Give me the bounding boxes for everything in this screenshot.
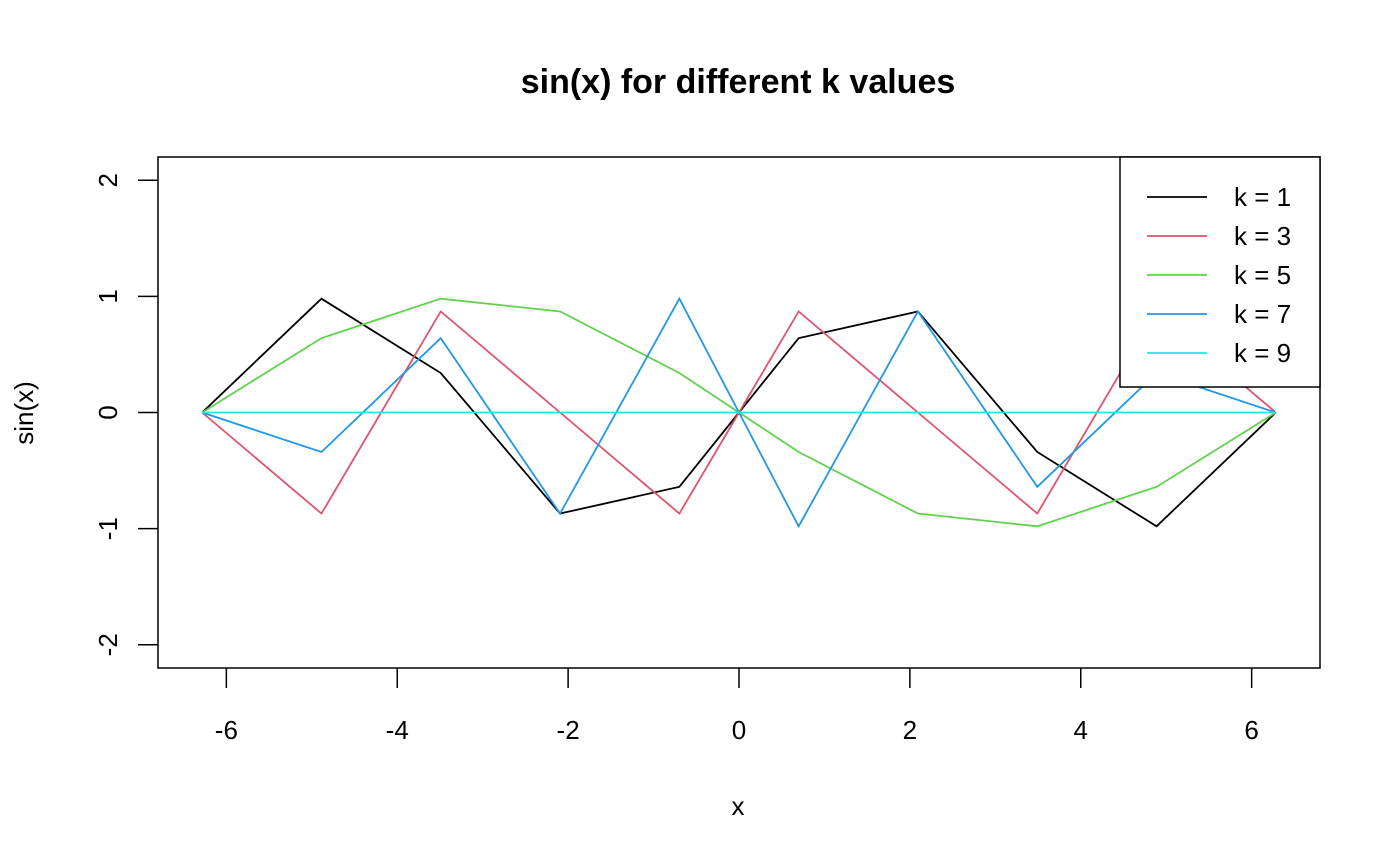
legend: k = 1 k = 3 k = 5 k = 7 k = 9 [1119, 156, 1321, 388]
x-tick-label: 0 [732, 715, 746, 745]
y-tick-label: 1 [93, 289, 123, 303]
legend-box [1119, 156, 1321, 388]
legend-label-k-5: k = 5 [1234, 260, 1291, 290]
legend-label-k-1: k = 1 [1234, 182, 1291, 212]
y-tick-label: 2 [93, 173, 123, 187]
chart-title: sin(x) for different k values [521, 63, 956, 101]
x-tick-label: -2 [557, 715, 580, 745]
x-tick-label: 2 [903, 715, 917, 745]
x-axis: -6 -4 -2 0 2 4 6 [215, 668, 1259, 745]
y-axis-label: sin(x) [9, 381, 39, 445]
x-tick-label: 4 [1074, 715, 1088, 745]
y-tick-label: -1 [93, 517, 123, 540]
x-axis-label: x [732, 791, 745, 821]
legend-label-k-7: k = 7 [1234, 299, 1291, 329]
x-tick-label: -6 [215, 715, 238, 745]
series-group [201, 296, 1277, 529]
x-tick-label: 6 [1244, 715, 1258, 745]
y-tick-label: -2 [93, 633, 123, 656]
x-tick-label: -4 [386, 715, 409, 745]
y-axis: -2 -1 0 1 2 [93, 173, 158, 656]
legend-label-k-3: k = 3 [1234, 221, 1291, 251]
y-tick-label: 0 [93, 405, 123, 419]
legend-label-k-9: k = 9 [1234, 338, 1291, 368]
